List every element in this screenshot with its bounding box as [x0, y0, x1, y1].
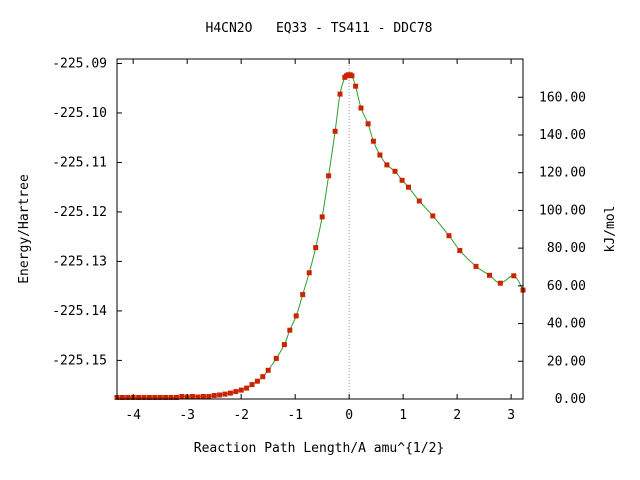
data-point-57 [446, 233, 452, 239]
data-point-23 [238, 387, 244, 393]
data-point-10 [168, 395, 174, 400]
data-point-49 [370, 138, 376, 144]
data-point-46 [353, 83, 359, 89]
y-tick-label-6: -225.15 [52, 353, 107, 368]
data-point-19 [217, 392, 223, 398]
y2-tick-label-5: 100.00 [539, 203, 586, 218]
x-axis-label: Reaction Path Length/A amu^{1/2} [194, 441, 444, 456]
data-point-60 [487, 272, 492, 278]
data-point-33 [300, 292, 306, 298]
y2-tick-label-1: 20.00 [547, 354, 586, 369]
data-point-54 [406, 184, 411, 190]
data-point-30 [281, 342, 287, 348]
data-point-62 [511, 273, 517, 279]
data-point-32 [293, 313, 299, 319]
data-point-47 [358, 105, 364, 111]
x-tick-label-5: 1 [399, 408, 407, 423]
data-point-37 [326, 173, 332, 179]
data-point-28 [265, 367, 271, 373]
y2-tick-label-0: 0.00 [555, 392, 586, 407]
data-point-35 [313, 245, 319, 251]
y-tick-label-0: -225.09 [52, 56, 107, 71]
x-tick-label-4: 0 [345, 408, 353, 423]
data-point-51 [384, 162, 390, 168]
data-point-16 [200, 394, 206, 399]
y-tick-label-2: -225.11 [52, 155, 107, 170]
y2-tick-label-7: 140.00 [539, 128, 586, 143]
data-point-14 [190, 394, 196, 399]
data-point-39 [337, 91, 343, 97]
y2-axis-label: kJ/mol [603, 206, 618, 253]
plot-frame [116, 58, 524, 400]
x-tick-label-3: -1 [287, 408, 303, 423]
data-point-8 [157, 395, 163, 400]
y-axis-label: Energy/Hartree [17, 174, 32, 284]
chart-title: H4CN2O EQ33 - TS411 - DDC78 [206, 21, 433, 36]
data-point-12 [179, 394, 185, 399]
data-point-59 [473, 263, 479, 269]
data-point-22 [233, 389, 239, 395]
data-point-58 [457, 248, 463, 253]
data-point-45 [349, 73, 355, 79]
x-tick-label-7: 3 [507, 408, 515, 423]
y-tick-label-4: -225.13 [52, 254, 107, 269]
y-tick-label-3: -225.12 [52, 205, 107, 220]
y-tick-label-1: -225.10 [52, 106, 107, 121]
data-point-53 [399, 177, 405, 183]
y2-tick-label-6: 120.00 [539, 166, 586, 181]
energy-curve [117, 74, 524, 399]
x-tick-label-0: -4 [125, 408, 141, 423]
data-point-20 [222, 391, 228, 397]
y2-tick-label-4: 80.00 [547, 241, 586, 256]
data-point-24 [244, 385, 250, 391]
data-point-50 [377, 152, 383, 158]
x-tick-label-1: -3 [179, 408, 195, 423]
x-tick-label-2: -2 [233, 408, 249, 423]
data-point-7 [152, 395, 158, 400]
y2-tick-label-2: 40.00 [547, 317, 586, 332]
data-point-2 [125, 395, 131, 400]
data-point-29 [273, 355, 279, 361]
data-point-48 [365, 121, 371, 127]
y2-tick-label-3: 60.00 [547, 279, 586, 294]
data-point-56 [430, 213, 436, 219]
data-point-15 [195, 394, 201, 400]
data-point-26 [254, 378, 260, 384]
data-point-27 [260, 374, 266, 380]
data-point-1 [119, 395, 125, 400]
y-tick-label-5: -225.14 [52, 304, 107, 319]
data-point-18 [211, 393, 217, 398]
data-point-25 [249, 382, 255, 388]
data-point-55 [416, 198, 422, 204]
x-tick-label-6: 2 [453, 408, 461, 423]
data-point-21 [227, 390, 233, 396]
data-point-36 [319, 214, 325, 220]
data-point-6 [146, 395, 152, 400]
data-point-34 [306, 270, 312, 276]
data-point-17 [206, 394, 212, 399]
data-point-52 [392, 168, 398, 174]
y2-tick-label-8: 160.00 [539, 90, 586, 105]
data-point-11 [173, 395, 179, 400]
data-point-31 [287, 327, 293, 333]
data-point-38 [332, 128, 338, 134]
data-point-4 [136, 395, 142, 400]
data-point-5 [141, 395, 147, 400]
data-point-61 [497, 280, 503, 286]
data-point-9 [163, 395, 169, 400]
